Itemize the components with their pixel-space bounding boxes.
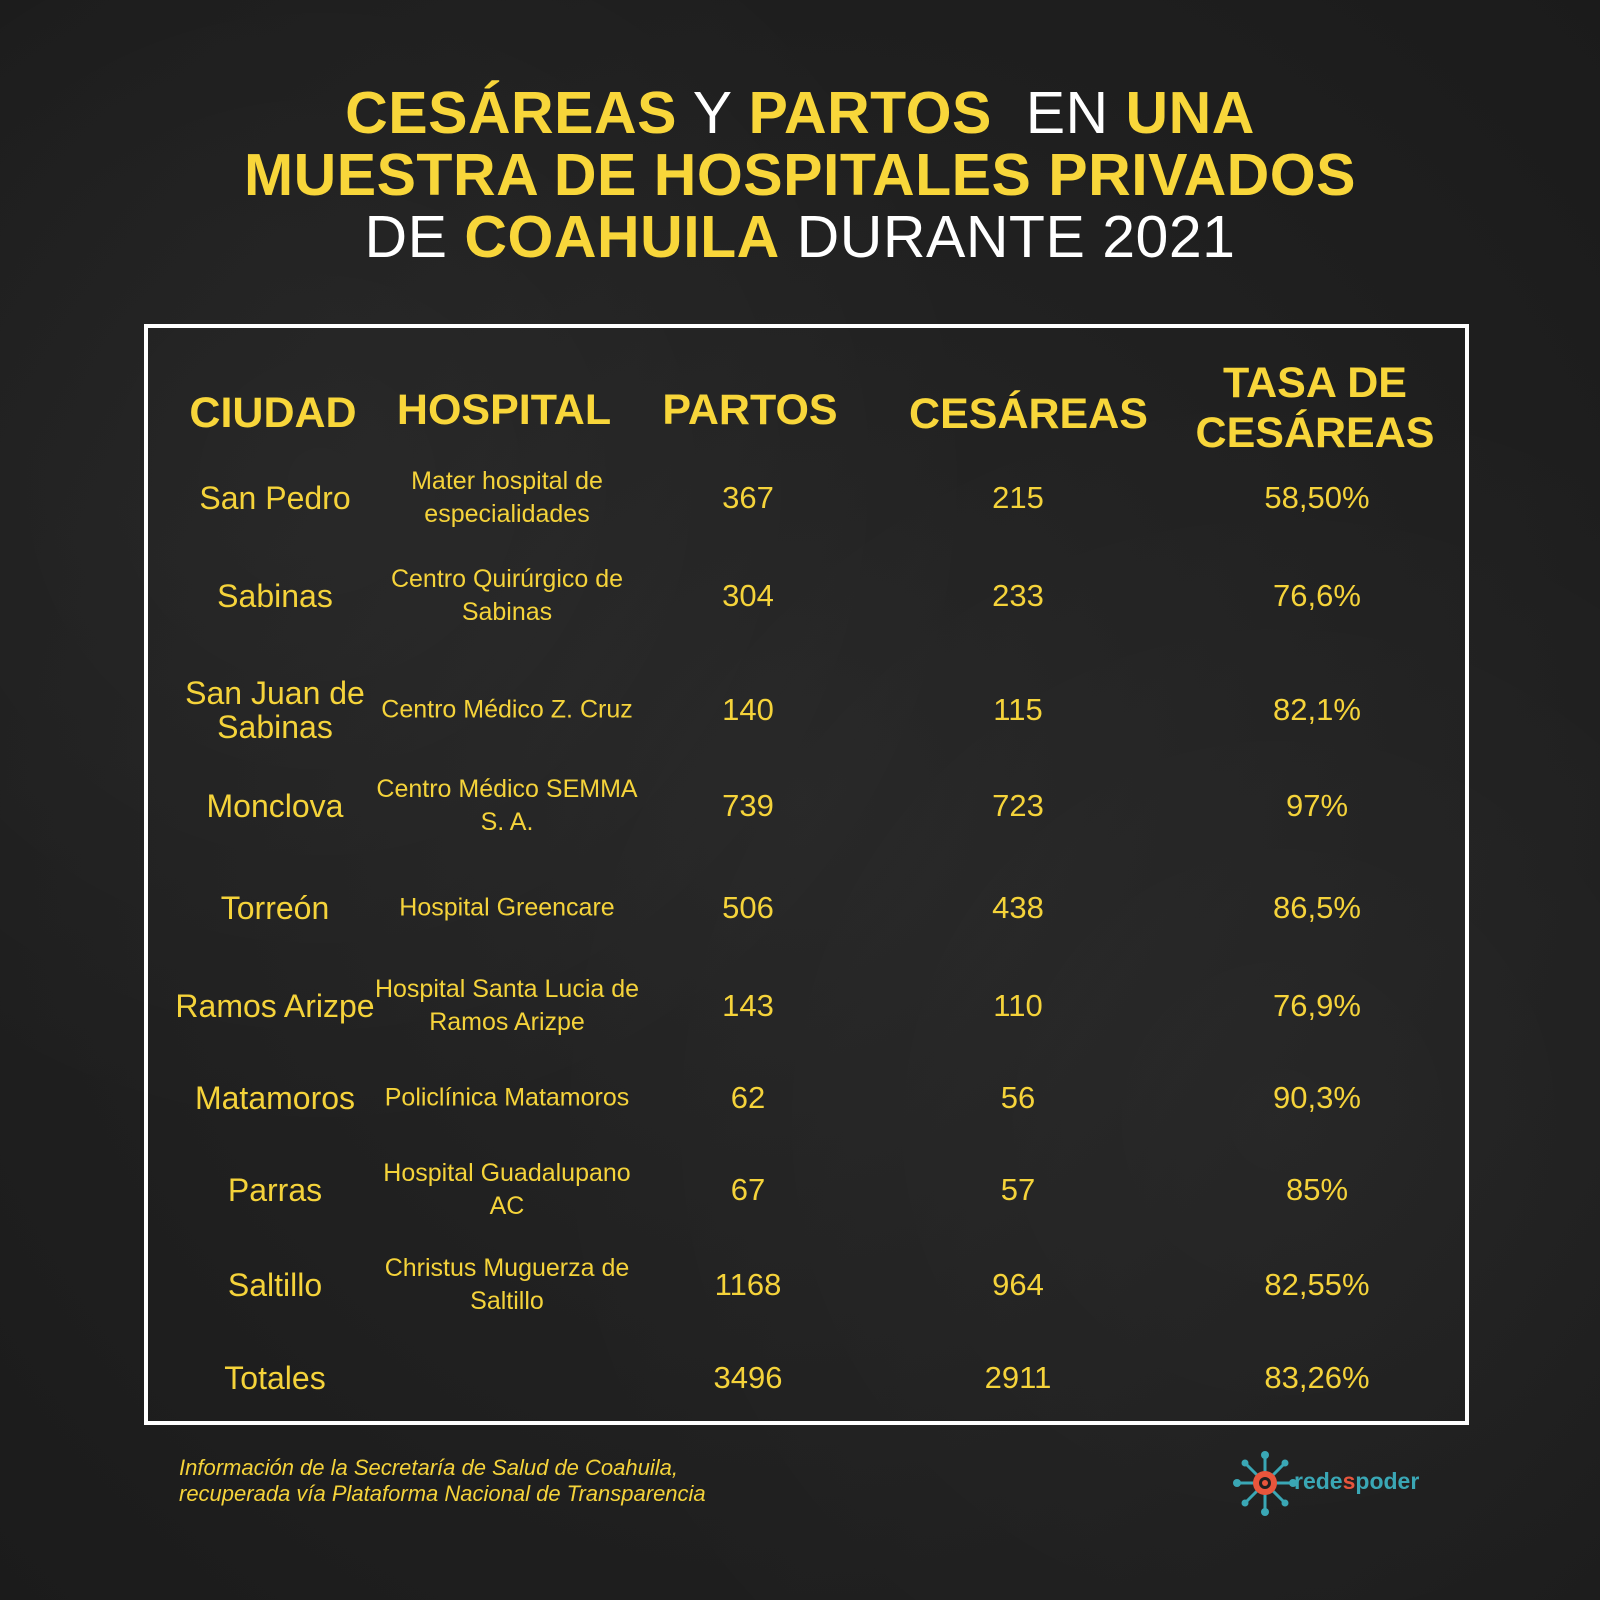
cell-cesareas: 2911 (984, 1360, 1052, 1395)
cell-hospital: Mater hospital de especialidades (411, 467, 603, 528)
title-line3-segment-1: COAHUILA (464, 204, 780, 270)
cell-cesareas: 233 (992, 578, 1044, 613)
cell-cesareas: 57 (1000, 1172, 1036, 1207)
table-frame (144, 324, 1469, 1425)
cell-partos: 506 (722, 890, 774, 925)
cell-cesareas: 110 (993, 988, 1043, 1023)
table-row: San Pedro Mater hospital de especialidade… (0, 0, 1600, 528)
title-line3-segment-0: DE (364, 204, 465, 270)
cell-tasa: 85% (1285, 1172, 1349, 1207)
cell-partos: 67 (730, 1172, 766, 1207)
cell-ciudad: Totales (224, 1360, 326, 1396)
cell-cesareas: 438 (992, 890, 1044, 925)
cell-cesareas: 215 (992, 480, 1044, 515)
cell-partos: 3496 (713, 1360, 783, 1395)
title-line1-segment-3: EN (991, 80, 1126, 146)
logo-text-part1: rede (1294, 1468, 1343, 1494)
cell-ciudad: San Juan de Sabinas (185, 675, 365, 745)
source-line-1: Información de la Secretaría de Salud de… (179, 1455, 678, 1480)
cell-partos: 143 (722, 988, 774, 1023)
cell-partos: 1168 (714, 1267, 782, 1302)
source-line-2: recuperada vía Plataforma Nacional de Tr… (179, 1481, 706, 1506)
header-tasa-line1: TASA DE (1223, 359, 1407, 407)
cell-cesareas: 964 (992, 1267, 1044, 1302)
cell-hospital: Christus Muguerza de Saltillo (384, 1254, 630, 1315)
title-line1-segment-1: Y (676, 80, 749, 146)
logo-text-part3: poder (1355, 1468, 1420, 1494)
source-note: Información de la Secretaría de Salud de… (179, 1455, 706, 1507)
cell-tasa: 97% (1285, 788, 1349, 823)
cell-tasa: 90,3% (1273, 1080, 1361, 1115)
title-line2-segment-0: MUESTRA DE HOSPITALES PRIVADOS (243, 142, 1357, 208)
cell-hospital: Hospital Greencare (399, 893, 615, 922)
cell-partos: 304 (722, 578, 774, 613)
cell-tasa: 82,55% (1264, 1267, 1370, 1302)
logo-text-part2: s (1342, 1468, 1356, 1494)
table-row: Saltillo Christus Muguerza de Saltillo 116… (0, 0, 1600, 1315)
header-ciudad: CIUDAD (189, 389, 357, 437)
table-row: Matamoros Policlínica Matamoros 62 56 90,3% (0, 0, 1600, 1115)
cell-hospital: Centro Médico Z. Cruz (381, 695, 633, 724)
title-line3-segment-2: DURANTE 2021 (779, 204, 1236, 270)
redespoder-logo: redespoder (1232, 1450, 1437, 1520)
cell-hospital: Policlínica Matamoros (384, 1083, 630, 1112)
header-tasa-line2: CESÁREAS (1195, 409, 1435, 457)
cell-hospital: Hospital Santa Lucia de Ramos Arizpe (374, 975, 640, 1036)
table-row: San Juan de Sabinas Centro Médico Z. Cruz… (0, 0, 1600, 744)
cell-tasa: 76,9% (1273, 988, 1361, 1023)
title-line1-segment-0: CESÁREAS (345, 80, 677, 146)
cell-cesareas: 115 (993, 692, 1043, 727)
network-icon (1233, 1451, 1297, 1516)
cell-tasa: 58,50% (1264, 480, 1370, 515)
cell-hospital: Centro Quirúrgico de Sabinas (390, 565, 624, 626)
cell-partos: 140 (722, 692, 774, 727)
cell-partos: 62 (730, 1080, 766, 1115)
title-line-2: MUESTRA DE HOSPITALES PRIVADOS (0, 144, 1600, 206)
table-row: Sabinas Centro Quirúrgico de Sabinas 304 23… (0, 0, 1600, 626)
header-hospital: HOSPITAL (396, 386, 612, 434)
cell-partos: 367 (722, 480, 774, 515)
logo-wordmark: redespoder (1294, 1468, 1419, 1495)
header-partos: PARTOS (662, 386, 838, 434)
cell-ciudad: Saltillo (227, 1267, 323, 1303)
cell-tasa: 83,26% (1264, 1360, 1370, 1395)
cell-tasa: 82,1% (1273, 692, 1361, 727)
cell-cesareas: 723 (992, 788, 1044, 823)
table-row: Parras Hospital Guadalupano AC 67 57 85% (0, 0, 1600, 1220)
cell-tasa: 86,5% (1273, 890, 1361, 925)
table-row: Ramos Arizpe Hospital Santa Lucia de Ramo… (0, 0, 1600, 1036)
page-title: CESÁREAS Y PARTOS EN UNA MUESTRA DE HOSP… (0, 82, 1600, 268)
cell-ciudad: Ramos Arizpe (175, 988, 375, 1024)
cell-ciudad: Matamoros (194, 1080, 356, 1116)
title-line1-segment-4: UNA (1125, 80, 1255, 146)
cell-tasa: 76,6% (1273, 578, 1361, 613)
title-line1-segment-2: PARTOS (748, 80, 992, 146)
table-row: Monclova Centro Médico SEMMA S. A. 739 723 9… (0, 0, 1600, 836)
cell-ciudad: Sabinas (217, 578, 333, 614)
totals-row: Totales 3496 2911 83,26% (0, 0, 1600, 1395)
header-tasa: TASA DE CESÁREAS (1185, 358, 1445, 458)
cell-ciudad: San Pedro (199, 480, 351, 516)
header-cesareas: CESÁREAS (909, 390, 1148, 438)
cell-ciudad: Parras (227, 1172, 323, 1208)
cell-ciudad: Monclova (206, 788, 344, 824)
table-row: Torreón Hospital Greencare 506 438 86,5% (0, 0, 1600, 925)
cell-hospital: Centro Médico SEMMA S. A. (376, 775, 638, 836)
cell-hospital: Hospital Guadalupano AC (383, 1159, 631, 1220)
title-line-1: CESÁREAS Y PARTOS EN UNA (0, 82, 1600, 144)
cell-partos: 739 (722, 788, 774, 823)
title-line-3: DE COAHUILA DURANTE 2021 (0, 206, 1600, 268)
cell-ciudad: Torreón (220, 890, 330, 926)
cell-cesareas: 56 (1000, 1080, 1036, 1115)
